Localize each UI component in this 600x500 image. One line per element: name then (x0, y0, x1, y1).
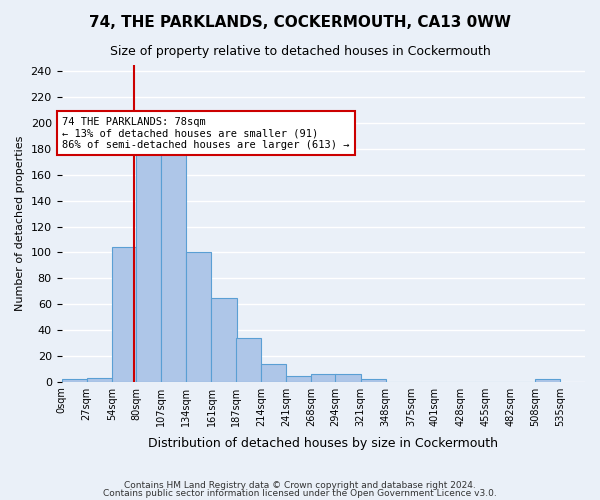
Bar (335, 374, 361, 382)
Bar (535, 379, 560, 382)
Text: Contains public sector information licensed under the Open Government Licence v3: Contains public sector information licen… (103, 488, 497, 498)
Bar (62, 379, 86, 382)
X-axis label: Distribution of detached houses by size in Cockermouth: Distribution of detached houses by size … (148, 437, 498, 450)
Bar (311, 374, 337, 382)
Bar (261, 364, 286, 382)
Bar (286, 376, 311, 382)
Bar (187, 252, 211, 382)
Text: Size of property relative to detached houses in Cockermouth: Size of property relative to detached ho… (110, 45, 490, 58)
Bar (86, 378, 112, 382)
Bar (236, 338, 261, 382)
Bar (211, 298, 236, 382)
Bar (112, 247, 137, 382)
Y-axis label: Number of detached properties: Number of detached properties (15, 136, 25, 311)
Bar (136, 142, 161, 382)
Text: 74 THE PARKLANDS: 78sqm
← 13% of detached houses are smaller (91)
86% of semi-de: 74 THE PARKLANDS: 78sqm ← 13% of detache… (62, 116, 350, 150)
Text: Contains HM Land Registry data © Crown copyright and database right 2024.: Contains HM Land Registry data © Crown c… (124, 481, 476, 490)
Bar (361, 379, 386, 382)
Text: 74, THE PARKLANDS, COCKERMOUTH, CA13 0WW: 74, THE PARKLANDS, COCKERMOUTH, CA13 0WW (89, 15, 511, 30)
Bar (161, 134, 187, 382)
